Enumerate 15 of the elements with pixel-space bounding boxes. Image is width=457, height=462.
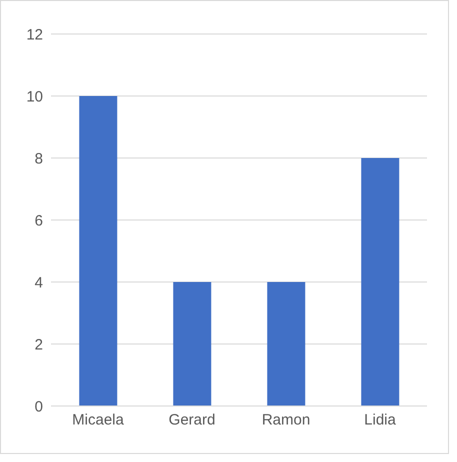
y-tick-label: 12 — [26, 26, 43, 44]
y-tick-label: 8 — [34, 150, 43, 168]
bar — [361, 158, 400, 406]
bar — [173, 282, 212, 406]
bar — [79, 96, 118, 406]
x-tick-label: Lidia — [364, 412, 396, 429]
x-tick-label: Gerard — [168, 412, 216, 429]
bar — [267, 282, 306, 406]
y-tick-label: 4 — [34, 274, 43, 292]
y-tick-label: 6 — [34, 212, 43, 230]
y-tick-label: 0 — [34, 398, 43, 416]
y-tick-label: 2 — [34, 336, 43, 354]
y-tick-label: 10 — [26, 88, 43, 106]
x-tick-label: Ramon — [262, 412, 310, 429]
x-tick-label: Micaela — [72, 412, 124, 429]
